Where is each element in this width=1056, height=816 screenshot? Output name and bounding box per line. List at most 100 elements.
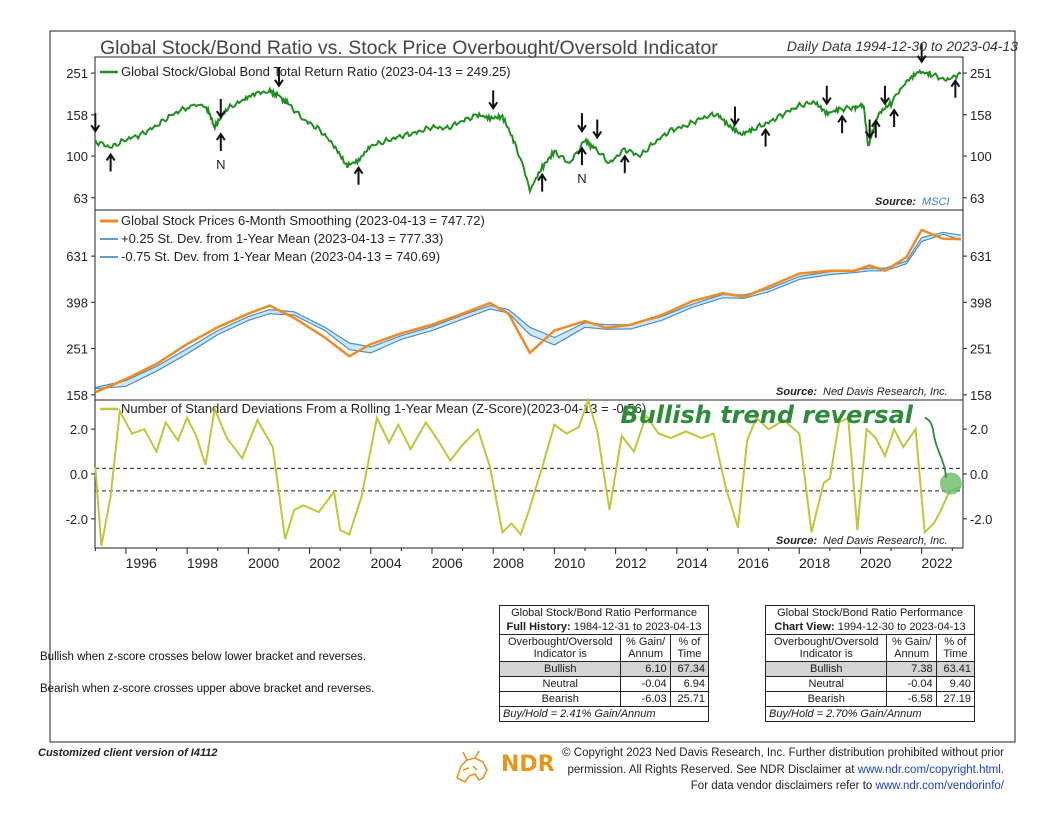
date-range: Daily Data 1994-12-30 to 2023-04-13 xyxy=(786,38,1018,54)
y-tick-label: 100 xyxy=(970,149,992,164)
down-arrow xyxy=(274,67,284,88)
source-name: Ned Davis Research, Inc. xyxy=(823,386,948,398)
up-arrow xyxy=(889,108,899,128)
chart-title: Global Stock/Bond Ratio vs. Stock Price … xyxy=(100,37,718,59)
y-tick-label: 63 xyxy=(970,191,984,206)
ndr-logo-text: NDR xyxy=(501,752,555,777)
y-tick-label: 631 xyxy=(970,249,992,264)
col-header-gain: % Gain/ Annum xyxy=(886,634,937,662)
y-tick-label: 63 xyxy=(74,191,88,206)
source-label: Source: xyxy=(776,386,817,398)
table-row: Bullish 6.10 67.34 xyxy=(498,661,710,677)
up-arrow xyxy=(950,78,961,98)
source-label: Source: xyxy=(776,535,817,547)
table-subtitle: Full History: 1984-12-31 to 2023-04-13 xyxy=(499,620,709,635)
x-tick-label: 2022 xyxy=(921,555,952,571)
col-header-indicator: Overbought/Oversold Indicator is xyxy=(764,634,888,662)
x-tick-label: 2002 xyxy=(309,555,340,571)
annotation-text: Bullish trend reversal xyxy=(620,401,913,429)
y-tick-label: 158 xyxy=(66,108,88,123)
down-arrow xyxy=(592,119,603,140)
up-arrow xyxy=(105,152,116,172)
x-tick-label: 2008 xyxy=(493,555,524,571)
outer-frame xyxy=(49,30,1016,743)
table-row: Bearish -6.58 27.19 xyxy=(764,691,976,707)
y-tick-label: 251 xyxy=(66,66,88,81)
down-arrow xyxy=(821,85,832,106)
y-tick-label: 398 xyxy=(970,295,992,310)
table-footer: Buy/Hold = 2.70% Gain/Annum xyxy=(765,706,975,722)
y-tick-label: 0.0 xyxy=(70,467,88,482)
up-arrow xyxy=(760,127,771,147)
up-arrow xyxy=(619,154,630,174)
bullish-note: Bullish when z-score crosses below lower… xyxy=(40,651,366,663)
down-arrow xyxy=(916,43,927,64)
ratio-series-line xyxy=(94,68,962,195)
ndr-bull-logo-icon xyxy=(456,750,488,784)
y-tick-label: 158 xyxy=(970,388,992,403)
table-row: Bearish -6.03 25.71 xyxy=(498,691,710,707)
x-tick-label: 1996 xyxy=(126,555,157,571)
bearish-note: Bearish when z-score crosses upper above… xyxy=(40,683,375,695)
y-tick-label: -2.0 xyxy=(970,512,992,527)
x-tick-label: 2000 xyxy=(248,555,279,571)
down-arrow xyxy=(90,113,101,133)
legend-ratio: Global Stock/Global Bond Total Return Ra… xyxy=(121,64,511,79)
table-row: Bullish 7.38 63.41 xyxy=(764,661,976,677)
reversal-marker xyxy=(939,472,962,495)
legend-zscore: Number of Standard Deviations From a Rol… xyxy=(121,401,646,416)
down-arrow xyxy=(730,106,740,127)
arrow-label: N xyxy=(577,171,586,186)
copyright-link[interactable]: www.ndr.com/copyright.html. xyxy=(857,763,1004,776)
table-title: Global Stock/Bond Ratio Performance xyxy=(499,605,709,620)
y-tick-label: 100 xyxy=(66,149,88,164)
x-tick-label: 2016 xyxy=(738,555,769,571)
y-tick-label: 158 xyxy=(66,388,88,403)
performance-table-full-history: Global Stock/Bond Ratio Performance Full… xyxy=(498,605,710,722)
up-arrow xyxy=(215,132,226,152)
legend-entry: +0.25 St. Dev. from 1-Year Mean (2023-04… xyxy=(121,231,443,246)
up-arrow xyxy=(537,172,547,192)
y-tick-label: 2.0 xyxy=(970,422,988,437)
col-header-time: % of Time xyxy=(935,634,976,662)
down-arrow xyxy=(864,119,875,140)
up-arrow xyxy=(577,146,587,166)
y-tick-label: 251 xyxy=(970,66,992,81)
x-tick-label: 1998 xyxy=(187,555,218,571)
up-arrow xyxy=(837,114,847,134)
legend-entry: Global Stock Prices 6-Month Smoothing (2… xyxy=(121,213,485,228)
table-row: Neutral -0.04 6.94 xyxy=(498,676,710,692)
x-tick-label: 2006 xyxy=(432,555,463,571)
x-tick-label: 2018 xyxy=(799,555,830,571)
x-tick-label: 2012 xyxy=(615,555,646,571)
down-arrow xyxy=(880,85,890,106)
source-name: Ned Davis Research, Inc. xyxy=(823,535,948,547)
y-tick-label: -2.0 xyxy=(66,512,88,527)
down-arrow xyxy=(215,99,226,119)
x-tick-label: 2020 xyxy=(860,555,891,571)
y-tick-label: 398 xyxy=(66,295,88,310)
vendorinfo-link[interactable]: www.ndr.com/vendorinfo/ xyxy=(875,780,1004,792)
col-header-time: % of Time xyxy=(669,634,710,662)
arrow-label: N xyxy=(216,157,225,172)
y-tick-label: 0.0 xyxy=(970,467,988,482)
up-arrow xyxy=(870,118,881,138)
y-tick-label: 251 xyxy=(970,341,992,356)
x-tick-label: 2010 xyxy=(554,555,585,571)
table-subtitle: Chart View: 1994-12-30 to 2023-04-13 xyxy=(765,620,975,635)
stock-price-line xyxy=(94,228,961,394)
x-tick-label: 2014 xyxy=(677,555,708,571)
down-arrow xyxy=(488,90,499,111)
table-footer: Buy/Hold = 2.41% Gain/Annum xyxy=(499,706,709,722)
source-label: Source: xyxy=(875,196,916,208)
client-version-note: Customized client version of I4112 xyxy=(38,747,218,759)
y-tick-label: 158 xyxy=(970,108,992,123)
performance-table-chart-view: Global Stock/Bond Ratio Performance Char… xyxy=(764,605,976,722)
y-tick-label: 631 xyxy=(66,249,88,264)
annotation-connector xyxy=(924,416,947,478)
down-arrow xyxy=(577,113,587,133)
x-tick-label: 2004 xyxy=(370,555,401,571)
up-arrow xyxy=(353,165,364,185)
table-row: Neutral -0.04 9.40 xyxy=(764,676,976,692)
